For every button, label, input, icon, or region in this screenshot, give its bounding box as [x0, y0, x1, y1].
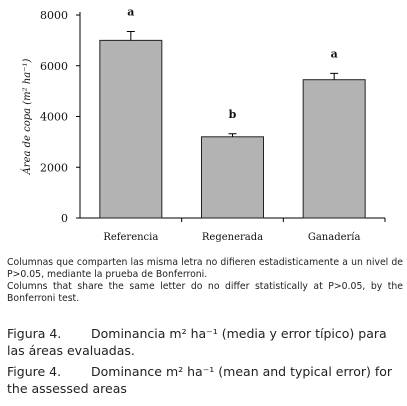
y-tick-labels: 0 2000 4000 6000 8000 — [40, 9, 68, 225]
significance-letter: a — [331, 47, 338, 60]
figure-caption-english: Figure 4. Dominance m² ha⁻¹ (mean and typ… — [7, 363, 403, 397]
y-tick-label: 6000 — [40, 60, 68, 73]
figure-caption-spanish: Figura 4. Dominancia m² ha⁻¹ (media y err… — [7, 325, 403, 359]
x-category-labels: Referencia Regenerada Ganadería — [103, 232, 360, 243]
caption-label-english: Figure 4. — [7, 364, 62, 379]
y-axis-label: Área de copa (m² ha⁻¹) — [21, 58, 33, 175]
significance-letter: a — [127, 5, 134, 18]
bar — [201, 136, 264, 219]
bar — [302, 79, 366, 219]
note-spanish: Columnas que comparten las misma letra n… — [7, 257, 403, 280]
note-english: Columns that share the same letter do no… — [7, 281, 403, 304]
y-tick-label: 4000 — [40, 111, 68, 124]
figure-notes: Columnas que comparten las misma letra n… — [7, 257, 403, 305]
y-tick-label: 8000 — [40, 9, 68, 22]
x-category-label: Ganadería — [308, 232, 361, 243]
significance-letter: b — [229, 108, 237, 121]
significance-letters: a b a — [127, 5, 337, 120]
bars — [99, 39, 366, 219]
caption-label-spanish: Figura 4. — [7, 326, 62, 341]
error-bars — [126, 30, 339, 137]
caption-text-spanish: Dominancia m² ha⁻¹ (media y error típico… — [7, 326, 387, 358]
x-category-label: Referencia — [103, 232, 158, 243]
y-tick-label: 0 — [61, 212, 68, 225]
x-category-label: Regenerada — [202, 232, 263, 243]
bar — [99, 39, 163, 219]
caption-text-english: Dominance m² ha⁻¹ (mean and typical erro… — [7, 364, 393, 396]
y-tick-label: 2000 — [40, 161, 68, 174]
bar-chart: a b a 0 2000 4000 6000 8000 Referencia Regenera… — [21, 5, 386, 243]
